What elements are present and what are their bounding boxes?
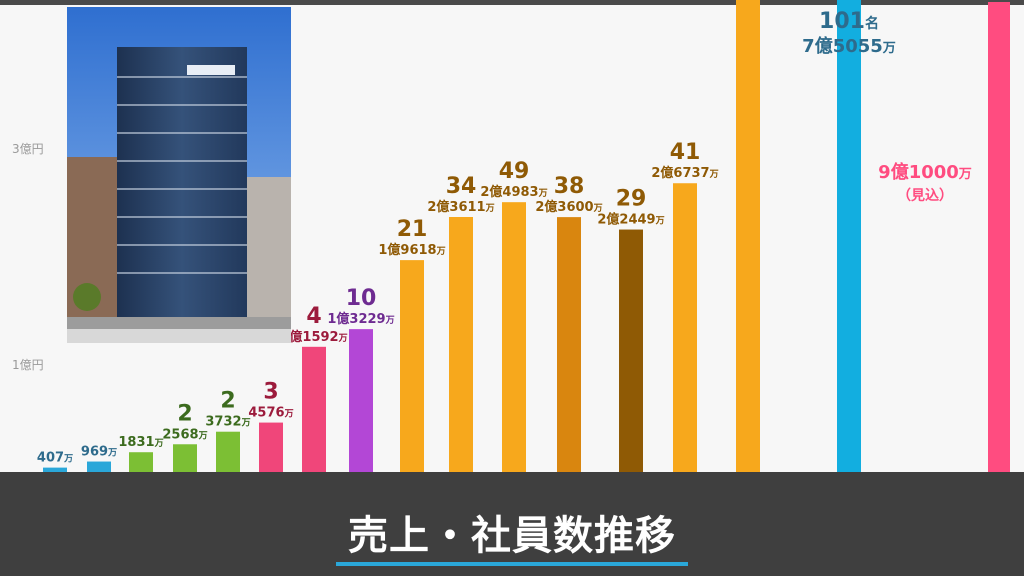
value-label: 1億9618万 [378,242,445,258]
bar [216,431,240,472]
value-label: 2億2449万 [597,212,664,228]
employee-count-label: 34 [446,174,477,199]
value-label: 3732万 [205,415,250,430]
office-building-photo [67,7,291,343]
bar [129,452,153,472]
bar [43,467,67,472]
y-tick-label: 3億円 [12,142,44,156]
bar [400,260,424,472]
value-label: 7億5055万 [802,35,896,57]
value-label: 407万 [37,451,73,466]
employee-count-label: 2 [220,389,235,414]
value-label: 2億6737万 [651,165,718,181]
value-label: 1831万 [118,435,163,450]
bar [449,217,473,472]
value-label: 969万 [81,445,117,460]
top-border [0,0,1024,5]
bar [349,329,373,472]
value-label: 9億1000万 [878,161,972,183]
employee-count-label: 3 [263,380,278,405]
title-underline [336,562,688,566]
bar [673,183,697,472]
value-label: 1億3229万 [327,311,394,327]
bar [557,217,581,472]
employee-count-label: 49 [499,159,530,184]
employee-count-label: 29 [616,187,647,212]
employee-count-label: 4 [306,304,321,329]
bar [619,229,643,472]
y-tick-label: 1億円 [12,358,44,372]
employee-count-label: 21 [397,217,428,242]
employee-count-label: 10 [346,286,377,311]
page-title: 売上・社員数推移 [348,513,676,559]
bar [87,461,111,472]
value-label: 2億3611万 [427,199,494,215]
value-label: 2568万 [162,427,207,442]
forecast-note: （見込） [897,187,953,204]
bar [837,0,861,472]
bar [302,346,326,472]
employee-count-label: 41 [670,140,701,165]
value-label: 1億1592万 [280,329,347,345]
footer-band [0,472,1024,576]
bar [259,422,283,472]
value-label: 4576万 [248,406,293,421]
value-label: 2億4983万 [480,184,547,200]
bar [988,2,1010,472]
bar [173,444,197,472]
employee-count-label: 38 [554,174,585,199]
employee-count-label: 2 [177,401,192,426]
employee-count-label: 101名 [819,9,879,34]
bar [502,202,526,472]
value-label: 2億3600万 [535,199,602,215]
bar [736,0,760,473]
